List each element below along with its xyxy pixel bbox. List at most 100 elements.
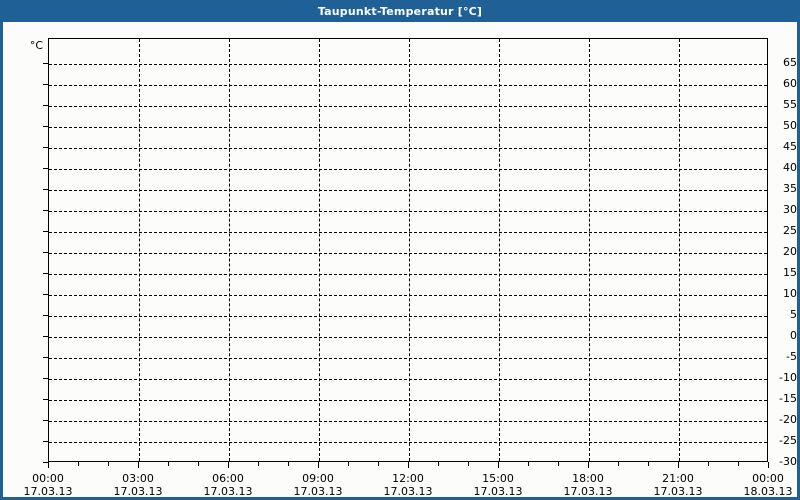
y-axis-tick-mark bbox=[43, 84, 48, 86]
x-axis-tick-mark-minor bbox=[288, 462, 289, 466]
x-axis-tick-time: 12:00 bbox=[392, 472, 424, 485]
page-title: Taupunkt-Temperatur [°C] bbox=[317, 4, 483, 18]
y-axis-tick-label: 30 bbox=[783, 203, 797, 217]
gridline-horizontal bbox=[49, 148, 767, 150]
y-axis-tick-mark bbox=[43, 105, 48, 107]
gridline-horizontal bbox=[49, 274, 767, 276]
x-axis-tick-label: 03:00 17.03.13 bbox=[103, 472, 173, 498]
gridline-horizontal bbox=[49, 106, 767, 108]
y-axis-title: °C bbox=[29, 39, 43, 52]
y-axis-tick-label: -20 bbox=[779, 413, 797, 427]
y-axis-tick-label: 15 bbox=[783, 266, 797, 280]
x-axis-tick-mark-major bbox=[588, 462, 589, 468]
x-axis-tick-mark-minor bbox=[468, 462, 469, 466]
y-axis-tick-label: -30 bbox=[779, 455, 797, 468]
gridline-horizontal bbox=[49, 295, 767, 297]
x-axis-tick-date: 17.03.13 bbox=[563, 485, 613, 498]
x-axis-tick-mark-major bbox=[138, 462, 139, 468]
gridline-horizontal bbox=[49, 169, 767, 171]
x-axis-tick-time: 18:00 bbox=[572, 472, 604, 485]
gridline-horizontal bbox=[49, 337, 767, 339]
gridline-vertical bbox=[589, 39, 590, 461]
x-axis-tick-mark-minor bbox=[438, 462, 439, 466]
y-axis-tick-mark bbox=[43, 168, 48, 170]
gridline-horizontal bbox=[49, 421, 767, 423]
gridline-vertical bbox=[229, 39, 230, 461]
gridline-horizontal bbox=[49, 190, 767, 192]
y-axis-tick-label: 50 bbox=[783, 119, 797, 133]
y-axis-tick-label: 20 bbox=[783, 245, 797, 259]
x-axis-tick-label: 06:00 17.03.13 bbox=[193, 472, 263, 498]
x-axis-tick-mark-minor bbox=[558, 462, 559, 466]
x-axis-tick-mark-minor bbox=[348, 462, 349, 466]
x-axis-tick-mark-minor bbox=[648, 462, 649, 466]
x-axis-tick-label: 00:00 17.03.13 bbox=[13, 472, 83, 498]
x-axis-tick-time: 00:00 bbox=[32, 472, 64, 485]
x-axis-tick-label: 15:00 17.03.13 bbox=[463, 472, 533, 498]
gridline-vertical bbox=[679, 39, 680, 461]
x-axis-tick-mark-minor bbox=[708, 462, 709, 466]
x-axis-tick-time: 21:00 bbox=[662, 472, 694, 485]
y-axis-tick-mark bbox=[43, 210, 48, 212]
window-titlebar: Taupunkt-Temperatur [°C] bbox=[0, 0, 800, 22]
gridline-horizontal bbox=[49, 211, 767, 213]
y-axis-tick-mark bbox=[43, 315, 48, 317]
x-axis-tick-mark-major bbox=[768, 462, 769, 468]
x-axis-tick-mark-major bbox=[48, 462, 49, 468]
y-axis-tick-label: -25 bbox=[779, 434, 797, 447]
y-axis-tick-mark bbox=[43, 147, 48, 149]
x-axis-tick-date: 17.03.13 bbox=[383, 485, 433, 498]
x-axis-tick-mark-minor bbox=[378, 462, 379, 466]
x-axis-tick-mark-minor bbox=[258, 462, 259, 466]
y-axis-tick-mark bbox=[43, 189, 48, 191]
gridline-horizontal bbox=[49, 127, 767, 129]
y-axis-tick-label: 40 bbox=[783, 161, 797, 175]
x-axis-tick-date: 17.03.13 bbox=[203, 485, 253, 498]
x-axis-tick-mark-minor bbox=[738, 462, 739, 466]
x-axis-tick-date: 17.03.13 bbox=[653, 485, 703, 498]
y-axis-tick-mark bbox=[43, 63, 48, 65]
x-axis-tick-date: 17.03.13 bbox=[113, 485, 163, 498]
y-axis-tick-label: -5 bbox=[786, 350, 797, 364]
y-axis-tick-label: 55 bbox=[783, 98, 797, 112]
x-axis-tick-mark-major bbox=[678, 462, 679, 468]
gridline-horizontal bbox=[49, 232, 767, 234]
x-axis-tick-mark-minor bbox=[198, 462, 199, 466]
y-axis-tick-mark bbox=[43, 462, 48, 463]
x-axis-tick-mark-minor bbox=[618, 462, 619, 466]
gridline-horizontal bbox=[49, 64, 767, 66]
gridline-horizontal bbox=[49, 400, 767, 402]
gridline-horizontal bbox=[49, 379, 767, 381]
y-axis-tick-mark bbox=[43, 231, 48, 233]
y-axis-tick-label: 65 bbox=[783, 56, 797, 70]
y-axis-tick-label: 0 bbox=[790, 329, 797, 343]
chart-canvas: °C 65 60 55 50 45 40 35 30 25 20 15 10 5 0 -5 -10 -15 -20… bbox=[3, 22, 797, 498]
y-axis-tick-label: 45 bbox=[783, 140, 797, 154]
y-axis-tick-label: 60 bbox=[783, 77, 797, 91]
x-axis-tick-label: 18:00 17.03.13 bbox=[553, 472, 623, 498]
x-axis-tick-date: 17.03.13 bbox=[473, 485, 523, 498]
x-axis-tick-mark-major bbox=[498, 462, 499, 468]
y-axis-tick-mark bbox=[43, 294, 48, 296]
y-axis-tick-mark bbox=[43, 420, 48, 422]
y-axis-tick-mark bbox=[43, 357, 48, 359]
x-axis-tick-label: 21:00 17.03.13 bbox=[643, 472, 713, 498]
x-axis-tick-mark-minor bbox=[78, 462, 79, 466]
y-axis-tick-mark bbox=[43, 441, 48, 442]
gridline-vertical bbox=[499, 39, 500, 461]
y-axis-tick-mark bbox=[43, 378, 48, 380]
gridline-horizontal bbox=[49, 85, 767, 87]
x-axis-tick-time: 06:00 bbox=[212, 472, 244, 485]
y-axis-tick-mark bbox=[43, 273, 48, 275]
x-axis-tick-date: 17.03.13 bbox=[293, 485, 343, 498]
x-axis-tick-mark-major bbox=[228, 462, 229, 468]
x-axis-tick-time: 09:00 bbox=[302, 472, 334, 485]
x-axis-tick-time: 15:00 bbox=[482, 472, 514, 485]
y-axis-tick-mark bbox=[43, 399, 48, 401]
x-axis-tick-mark-major bbox=[408, 462, 409, 468]
y-axis-tick-label: -15 bbox=[779, 392, 797, 406]
y-axis-tick-label: 35 bbox=[783, 182, 797, 196]
x-axis-tick-mark-minor bbox=[528, 462, 529, 466]
gridline-vertical bbox=[319, 39, 320, 461]
x-axis-tick-mark-minor bbox=[168, 462, 169, 466]
